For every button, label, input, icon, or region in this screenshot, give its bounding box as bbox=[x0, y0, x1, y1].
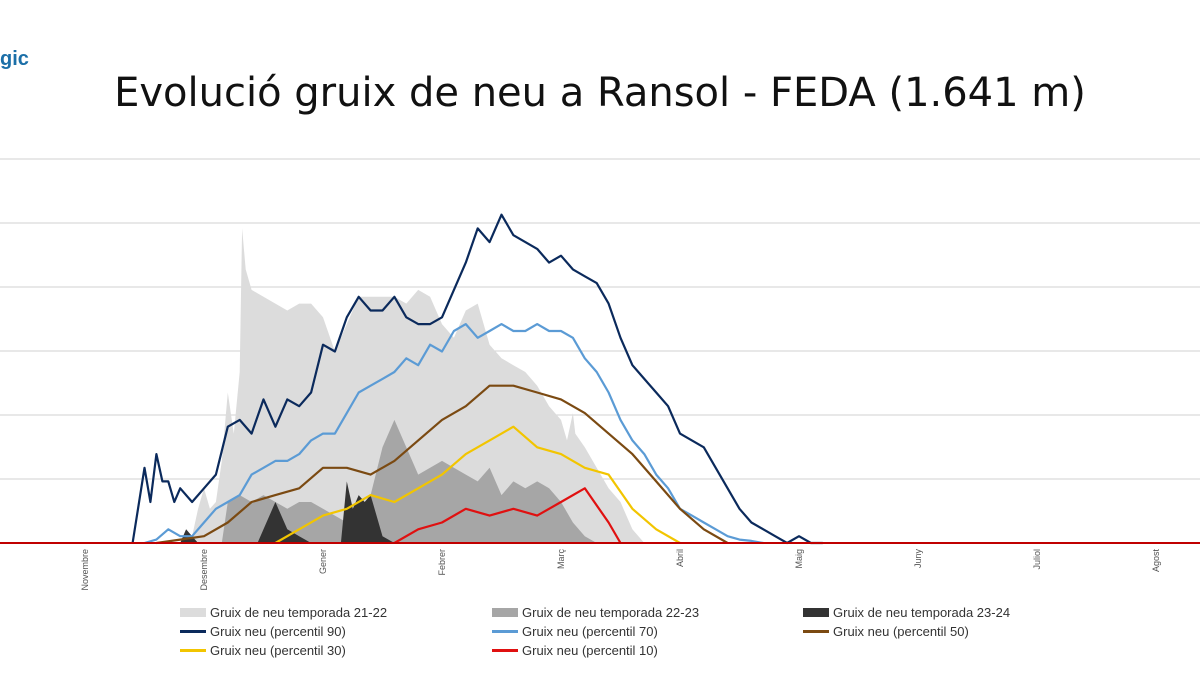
legend-label: Gruix neu (percentil 10) bbox=[522, 642, 658, 658]
legend-swatch bbox=[803, 629, 829, 633]
x-tick-label: Juliol bbox=[1032, 549, 1042, 570]
logo-text: gic bbox=[0, 48, 29, 70]
line-series-4 bbox=[144, 323, 764, 545]
legend-label: Gruix neu (percentil 70) bbox=[522, 623, 658, 639]
legend-item: Gruix neu (percentil 70) bbox=[492, 623, 658, 639]
x-tick-label: Juny bbox=[913, 549, 923, 569]
x-tick-label: Febrer bbox=[437, 549, 447, 576]
line-series-7 bbox=[393, 487, 622, 544]
legend-item: Gruix neu (percentil 10) bbox=[492, 642, 658, 658]
legend-swatch bbox=[180, 629, 206, 633]
area-series-2 bbox=[174, 481, 395, 543]
x-tick-label: Abril bbox=[675, 549, 685, 567]
x-tick-label: Desembre bbox=[199, 549, 209, 591]
legend-item: Gruix neu (percentil 50) bbox=[803, 623, 969, 639]
legend-swatch bbox=[803, 607, 829, 617]
grid-lines bbox=[0, 158, 1200, 480]
legend-label: Gruix neu (percentil 90) bbox=[210, 623, 346, 639]
legend-label: Gruix de neu temporada 22-23 bbox=[522, 604, 700, 620]
legend-label: Gruix de neu temporada 21-22 bbox=[210, 604, 388, 620]
legend-item: Gruix neu (percentil 30) bbox=[180, 642, 346, 658]
legend-item: Gruix neu (percentil 90) bbox=[180, 623, 346, 639]
legend-item: Gruix de neu temporada 23-24 bbox=[803, 604, 1010, 620]
legend-label: Gruix de neu temporada 23-24 bbox=[833, 604, 1011, 620]
x-axis: Novembre Desembre Gener Febrer Març Abril Maig… bbox=[0, 542, 1200, 591]
x-tick-label: Maig bbox=[794, 549, 804, 569]
chart-title: Evolució gruix de neu a Ransol - FEDA (1… bbox=[114, 70, 1086, 116]
legend-label: Gruix neu (percentil 30) bbox=[210, 642, 346, 658]
legend-item: Gruix de neu temporada 21-22 bbox=[180, 604, 387, 620]
legend-swatch bbox=[492, 607, 518, 617]
x-tick-label: Març bbox=[556, 549, 566, 569]
area-series-0 bbox=[186, 228, 645, 543]
line-series-3 bbox=[131, 213, 823, 545]
legend-item: Gruix de neu temporada 22-23 bbox=[492, 604, 699, 620]
legend-swatch bbox=[492, 648, 518, 652]
legend-swatch bbox=[180, 607, 206, 617]
line-series-6 bbox=[274, 425, 681, 544]
x-tick-label: Agost bbox=[1151, 549, 1161, 573]
legend-swatch bbox=[180, 648, 206, 652]
x-tick-label: Novembre bbox=[80, 549, 90, 591]
x-tick-label: Gener bbox=[318, 549, 328, 574]
percentile-lines bbox=[131, 213, 823, 545]
legend-swatch bbox=[492, 629, 518, 633]
legend-label: Gruix neu (percentil 50) bbox=[833, 623, 969, 639]
line-series-5 bbox=[156, 384, 729, 545]
